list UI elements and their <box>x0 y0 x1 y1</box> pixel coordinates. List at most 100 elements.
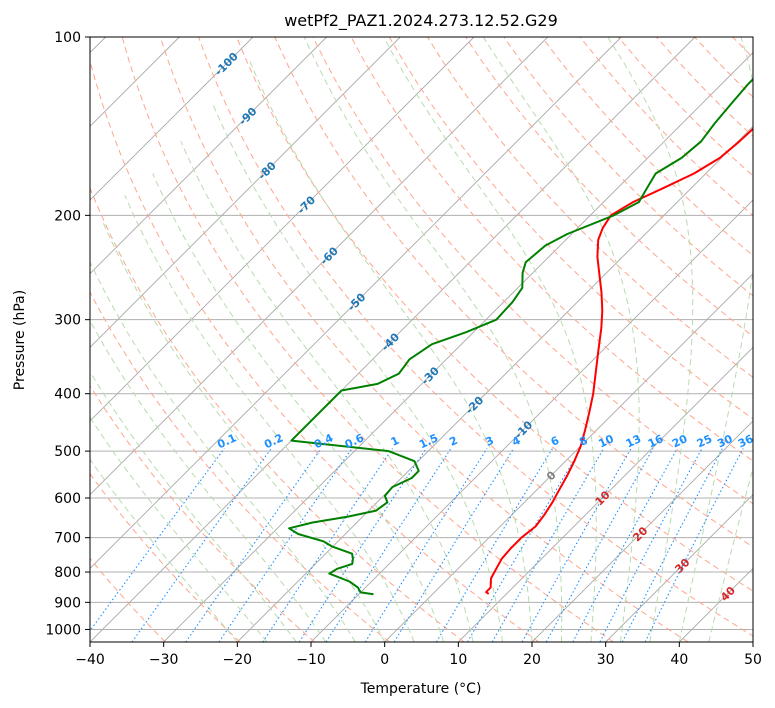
moist-adiabat-line <box>180 141 474 642</box>
moist-adiabat-line <box>383 37 597 642</box>
moist-adiabat-line <box>678 37 753 642</box>
mixing-ratio-line <box>298 448 427 642</box>
mixing-ratio-line <box>262 448 393 642</box>
dry-adiabats <box>90 37 775 642</box>
y-tick-label: 100 <box>54 30 81 46</box>
isotherm-line <box>310 199 753 642</box>
isotherm-label: -50 <box>345 290 368 313</box>
x-tick-label: 20 <box>523 652 541 668</box>
dry-adiabat-line <box>656 37 753 138</box>
dry-adiabat-line <box>465 37 753 338</box>
y-axis-label: Pressure (hPa) <box>12 290 28 390</box>
y-tick-label: 300 <box>54 313 81 329</box>
dry-adiabat-line <box>694 37 753 98</box>
mixing-ratio-label: 2 <box>447 434 459 449</box>
mixing-ratio-line <box>364 448 488 642</box>
x-tick-label: −30 <box>149 652 179 668</box>
mixing-ratio-line <box>644 448 744 642</box>
dry-adiabat-line <box>90 59 540 642</box>
moist-adiabat-line <box>90 370 297 642</box>
chart-labels: 0.1 0.2 0.4 0.6 1 1.5 2 3 4 6 8 10 13 16 20 25 30 36-100-… <box>212 50 756 604</box>
x-tick-label: 40 <box>670 652 688 668</box>
isotherm-label: -90 <box>236 105 259 128</box>
x-tick-label: 10 <box>449 652 467 668</box>
y-tick-label: 200 <box>54 208 81 224</box>
mixing-ratio-line <box>185 448 322 642</box>
mixing-ratio-line <box>521 448 632 642</box>
mixing-ratio-label: 0.4 <box>312 431 335 451</box>
isotherm-line <box>163 52 753 642</box>
dry-adiabat-line <box>90 384 316 642</box>
dry-adiabat-line <box>121 37 614 642</box>
plot-frame <box>89 36 754 643</box>
mixing-ratio-label: 13 <box>624 432 643 450</box>
mixing-ratio-line <box>131 448 272 642</box>
isotherm-line <box>90 37 696 642</box>
y-tick-label: 600 <box>54 491 81 507</box>
isotherm-label: -80 <box>256 159 279 182</box>
mixing-ratio-label: 1.5 <box>417 431 440 451</box>
moist-adiabat-line <box>607 37 694 642</box>
wet-adiabat-label: 30 <box>672 556 692 576</box>
moist-adiabats <box>90 37 753 642</box>
dry-adiabat-line <box>159 37 689 642</box>
mixing-ratio-line <box>218 448 353 642</box>
x-tick-label: −20 <box>223 652 253 668</box>
isotherm-line <box>531 420 753 642</box>
x-tick-label: −40 <box>75 652 105 668</box>
isobar-grid <box>90 37 753 630</box>
moist-adiabat-line <box>90 458 238 642</box>
mixing-ratio-line <box>572 448 678 642</box>
isotherm-label: -40 <box>379 330 402 353</box>
mixing-ratio-label: 8 <box>577 434 589 449</box>
mixing-ratio-label: 3 <box>483 434 495 449</box>
isotherm-label: -30 <box>419 364 442 387</box>
moist-adiabat-line <box>249 61 533 642</box>
y-tick-label: 800 <box>54 565 81 581</box>
mixing-ratio-label: 16 <box>646 432 666 450</box>
moist-adiabat-line <box>124 195 415 642</box>
wet-adiabat-label: 40 <box>718 584 738 604</box>
mixing-ratio-label: 0.1 <box>215 431 238 451</box>
isotherm-line <box>752 641 753 642</box>
moist-adiabat-line <box>90 319 327 642</box>
mixing-ratio-line <box>393 448 515 642</box>
x-tick-label: 30 <box>597 652 615 668</box>
plot-area: 0.1 0.2 0.4 0.6 1 1.5 2 3 4 6 8 10 13 16 20 25 30 36-100-… <box>90 37 775 642</box>
moist-adiabat-line <box>90 260 356 642</box>
moist-adiabat-line <box>303 37 563 642</box>
dry-adiabat-line <box>90 472 241 642</box>
isotherm-line <box>237 125 753 642</box>
moist-adiabat-line <box>482 37 640 642</box>
isotherm-line <box>384 273 753 642</box>
mixing-ratio-label: 10 <box>597 432 617 450</box>
mixing-ratio-label: 36 <box>736 432 756 450</box>
mixing-ratio-label: 6 <box>549 434 562 449</box>
isotherm-line <box>679 567 753 642</box>
isotherm-label: -20 <box>463 394 486 417</box>
y-tick-label: 900 <box>54 595 81 611</box>
dry-adiabat-line <box>771 37 775 642</box>
dry-adiabat-line <box>198 37 753 637</box>
isotherm-line <box>90 37 254 201</box>
dry-adiabat-line <box>388 37 753 420</box>
y-tick-label: 1000 <box>45 622 81 638</box>
isotherm-line <box>90 37 548 496</box>
dewpoint-line <box>288 77 753 596</box>
moist-adiabat-line <box>708 466 753 642</box>
x-axis-ticks: −40 −30 −20 −10 0 10 20 30 40 50 <box>75 642 762 668</box>
mixing-ratio-label: 0.2 <box>262 431 285 451</box>
mixing-ratio-label: 1 <box>389 434 401 449</box>
dry-adiabat-line <box>90 291 390 642</box>
chart-title: wetPf2_PAZ1.2024.273.12.52.G29 <box>284 11 558 31</box>
moist-adiabat-line <box>102 221 386 642</box>
dry-adiabat-line <box>426 37 753 378</box>
mixing-ratio-line <box>621 448 723 642</box>
mixing-ratio-label: 25 <box>695 432 714 450</box>
moist-adiabat-line <box>90 416 268 642</box>
x-tick-label: 0 <box>380 652 389 668</box>
mixing-ratio-label: 20 <box>670 432 690 450</box>
dry-adiabat-line <box>274 37 753 548</box>
mixing-ratio-label: 30 <box>715 432 735 450</box>
dry-adiabat-line <box>350 37 753 462</box>
